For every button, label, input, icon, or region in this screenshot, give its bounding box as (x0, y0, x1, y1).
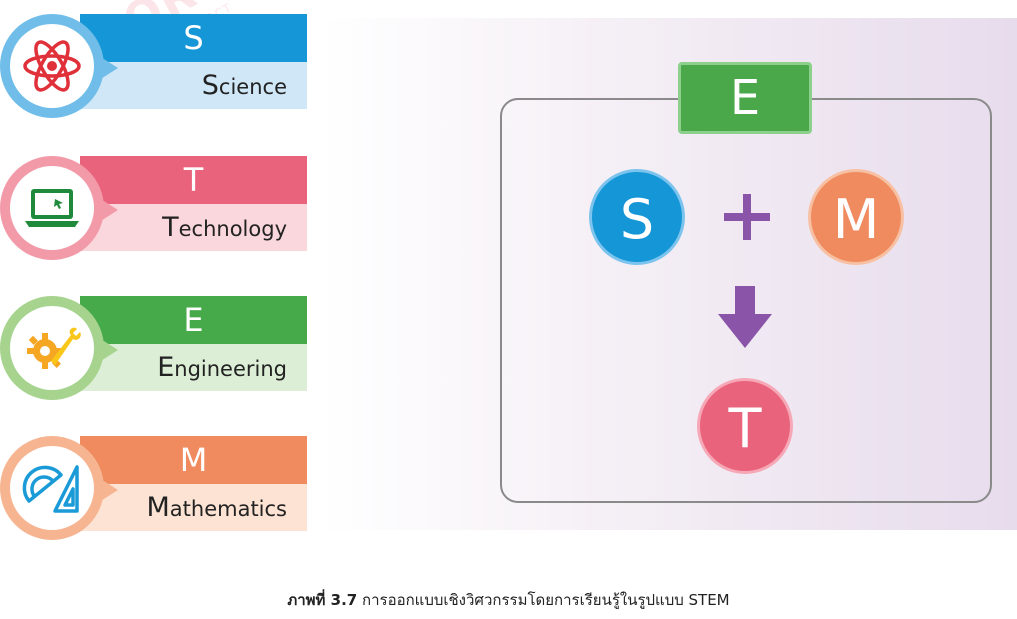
engineering-box: E (678, 62, 812, 134)
technology-circle: T (697, 378, 793, 474)
stem-item-technology: T Technology (0, 156, 310, 260)
ruler-triangle-icon (0, 436, 118, 540)
stem-word: Science (80, 62, 307, 109)
plus-icon (722, 192, 772, 242)
stem-item-science: S Science (0, 14, 310, 118)
figure-caption: ภาพที่ 3.7 การออกแบบเชิงวิศวกรรมโดยการเร… (287, 591, 730, 609)
diagram-background (322, 18, 1017, 530)
stem-letter: E (80, 296, 307, 344)
gear-wrench-icon (0, 296, 118, 400)
science-circle: S (589, 169, 685, 265)
stem-item-engineering: E Engineering (0, 296, 310, 400)
arrow-down-icon (718, 286, 772, 348)
atom-icon (0, 14, 118, 118)
stem-word: Mathematics (80, 484, 307, 531)
stem-item-mathematics: M Mathematics (0, 436, 310, 540)
laptop-icon (0, 156, 118, 260)
mathematics-circle: M (808, 169, 904, 265)
